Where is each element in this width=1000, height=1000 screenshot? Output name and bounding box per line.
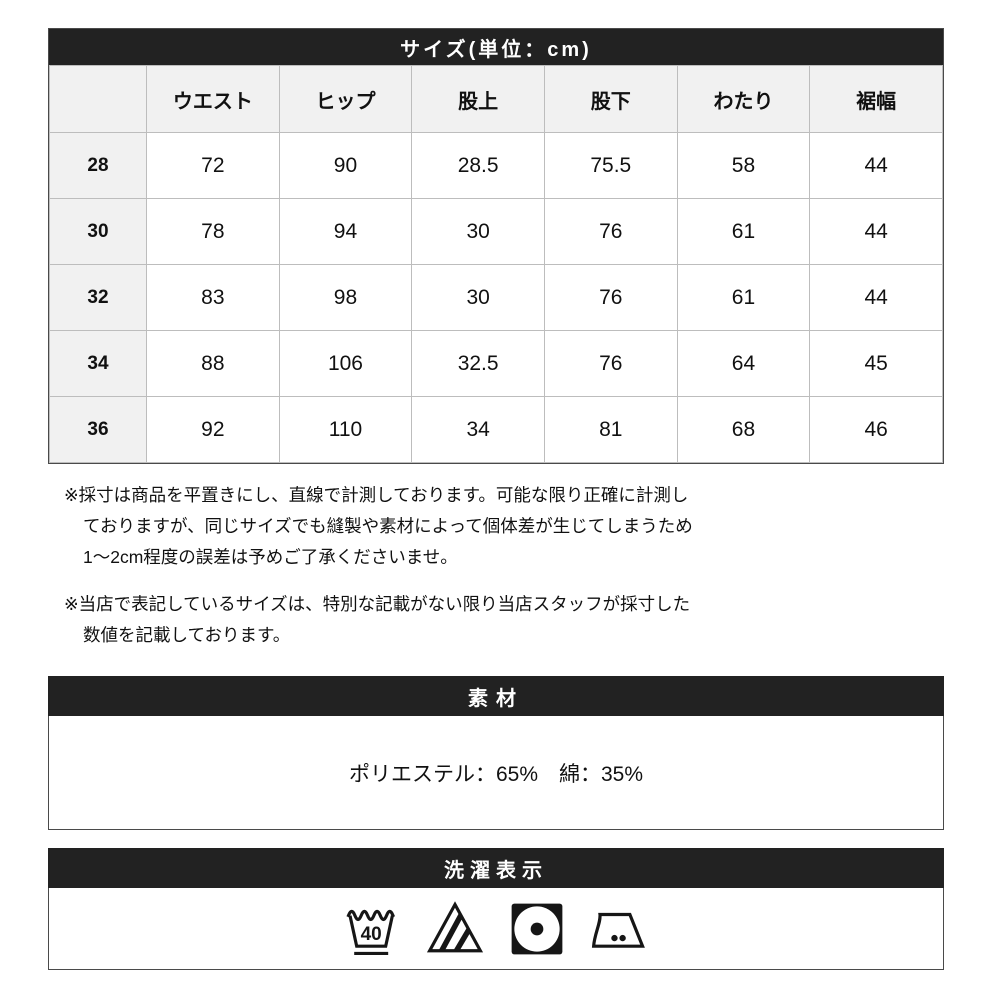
material-section: 素材 ポリエステル：65% 綿：35% (48, 676, 944, 830)
size-cell: 58 (676, 132, 811, 199)
size-chart-section: サイズ(単位：cm) ウエスト ヒップ 股上 股下 わたり 裾幅 28 72 9… (48, 28, 944, 464)
column-header-rise: 股上 (411, 65, 545, 133)
size-cell: 88 (146, 330, 280, 397)
note-line: ※当店で表記しているサイズは、特別な記載がない限り当店スタッフが採寸した (64, 594, 691, 614)
column-header-waist: ウエスト (146, 65, 280, 133)
size-cell: 30 (411, 264, 545, 331)
column-header-hip: ヒップ (278, 65, 413, 133)
size-cell: 44 (809, 198, 943, 265)
size-cell: 45 (809, 330, 943, 397)
tumble-dry-icon (511, 903, 563, 954)
size-cell: 110 (278, 396, 413, 463)
size-cell: 92 (146, 396, 280, 463)
size-cell: 28.5 (411, 132, 545, 199)
size-cell: 46 (809, 396, 943, 463)
size-cell: 61 (676, 264, 811, 331)
size-cell: 32.5 (411, 330, 545, 397)
size-cell: 30 (411, 198, 545, 265)
size-cell: 94 (278, 198, 413, 265)
table-row: 30 78 94 30 76 61 44 (49, 198, 943, 265)
size-cell: 34 (411, 396, 545, 463)
note-line: ておりますが、同じサイズでも縫製や素材によって個体差が生じてしまうため (83, 516, 693, 536)
size-cell: 98 (278, 264, 413, 331)
column-header-thigh: わたり (676, 65, 811, 133)
size-cell: 44 (809, 264, 943, 331)
size-cell: 75.5 (543, 132, 678, 199)
note-line: 1〜2cm程度の誤差は予めご了承くださいませ。 (83, 547, 458, 567)
size-cell: 81 (543, 396, 678, 463)
column-header-inseam: 股下 (543, 65, 678, 133)
note-line: ※採寸は商品を平置きにし、直線で計測しております。可能な限り正確に計測し (64, 485, 689, 505)
measurement-notes: ※採寸は商品を平置きにし、直線で計測しております。可能な限り正確に計測し ており… (64, 480, 864, 651)
size-cell: 64 (676, 330, 811, 397)
column-header-blank (49, 65, 147, 133)
size-table-header-row: ウエスト ヒップ 股上 股下 わたり 裾幅 (49, 65, 943, 133)
note-measurement-accuracy: ※採寸は商品を平置きにし、直線で計測しております。可能な限り正確に計測し ており… (64, 480, 864, 573)
size-cell: 76 (543, 264, 678, 331)
material-title: 素材 (48, 676, 944, 716)
non-chlorine-bleach-icon (426, 900, 484, 952)
size-cell: 72 (146, 132, 280, 199)
size-chart-title: サイズ(単位：cm) (49, 29, 943, 65)
size-cell: 90 (278, 132, 413, 199)
size-cell: 83 (146, 264, 280, 331)
column-header-hem: 裾幅 (809, 65, 943, 133)
note-staff-measured: ※当店で表記しているサイズは、特別な記載がない限り当店スタッフが採寸した 数値を… (64, 589, 864, 651)
size-cell: 44 (809, 132, 943, 199)
laundry-care-section: 洗濯表示 40 (48, 848, 944, 970)
table-row: 32 83 98 30 76 61 44 (49, 264, 943, 331)
iron-medium-heat-icon (591, 912, 645, 948)
laundry-title: 洗濯表示 (48, 848, 944, 888)
note-line: 数値を記載しております。 (83, 625, 291, 645)
size-cell: 61 (676, 198, 811, 265)
size-cell: 68 (676, 396, 811, 463)
size-label: 28 (49, 132, 147, 199)
size-cell: 76 (543, 198, 678, 265)
size-label: 30 (49, 198, 147, 265)
size-cell: 106 (278, 330, 413, 397)
table-row: 28 72 90 28.5 75.5 58 44 (49, 132, 943, 199)
wash-temperature-label: 40 (361, 923, 382, 944)
size-label: 34 (49, 330, 147, 397)
size-label: 32 (49, 264, 147, 331)
material-content: ポリエステル：65% 綿：35% (48, 716, 944, 830)
size-cell: 78 (146, 198, 280, 265)
machine-wash-40-gentle-icon: 40 (346, 909, 395, 955)
table-row: 36 92 110 34 81 68 46 (49, 396, 943, 463)
size-table: ウエスト ヒップ 股上 股下 わたり 裾幅 28 72 90 28.5 75.5… (49, 65, 943, 463)
table-row: 34 88 106 32.5 76 64 45 (49, 330, 943, 397)
size-cell: 76 (543, 330, 678, 397)
size-label: 36 (49, 396, 147, 463)
laundry-icons-row: 40 (48, 888, 944, 970)
